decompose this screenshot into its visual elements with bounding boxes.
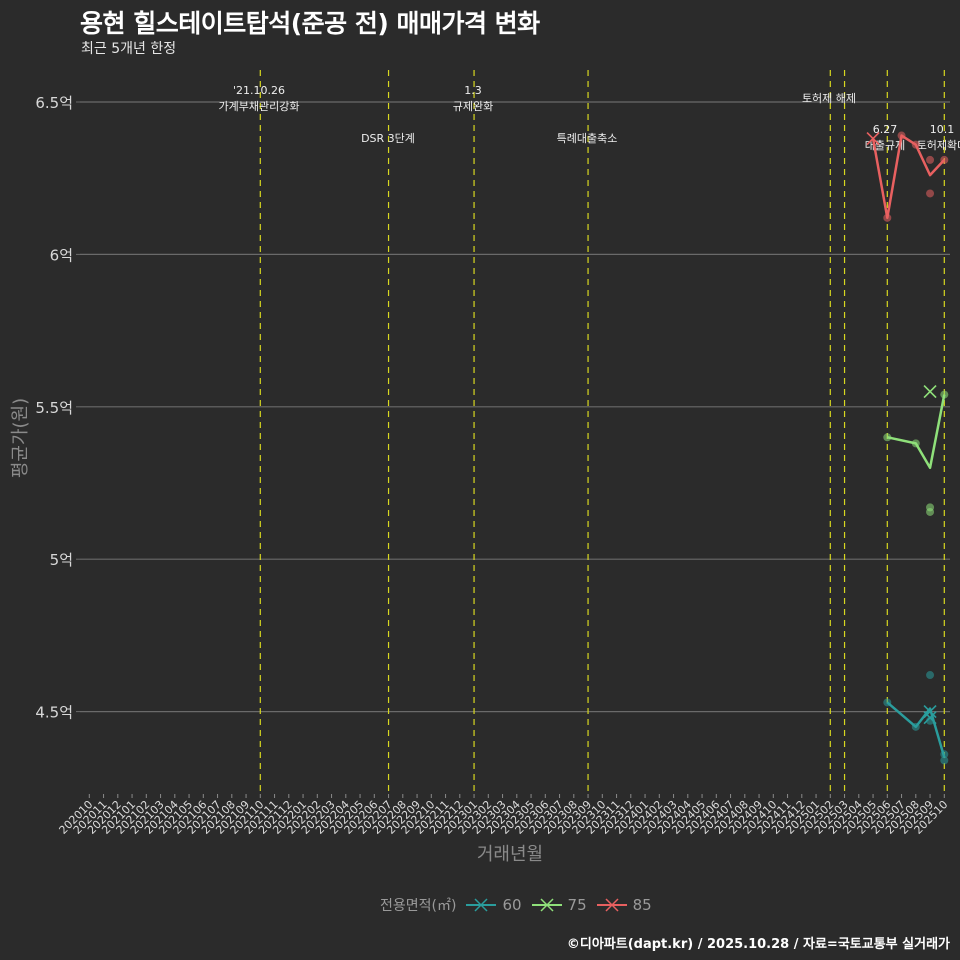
legend-item-75: 75 <box>531 896 587 914</box>
cross-marker <box>923 711 937 725</box>
annotation-label: 규제완화 <box>453 100 493 113</box>
x-axis-title: 거래년월 <box>476 844 544 865</box>
annotation-date: 6.27 <box>873 123 898 136</box>
data-point <box>940 756 949 765</box>
annotation-date: 1.3 <box>464 84 482 97</box>
chart-title: 용현 힐스테이트탑석(준공 전) 매매가격 변화 <box>80 9 540 38</box>
y-axis-title: 평균가(원) <box>10 397 31 479</box>
legend-key-85-icon <box>596 898 627 912</box>
legend-label-75: 75 <box>567 896 587 914</box>
legend-label-60: 60 <box>502 896 522 914</box>
cross-marker <box>923 705 937 719</box>
legend-item-85: 85 <box>596 896 652 914</box>
y-tick-label: 6.5억 <box>35 94 73 112</box>
data-point <box>926 189 935 198</box>
data-point <box>926 155 935 164</box>
annotation-date: '21.10.26 <box>233 84 285 97</box>
annotation-label: DSR 3단계 <box>361 132 415 145</box>
credit-footer: ©디아파트(dapt.kr) / 2025.10.28 / 자료=국토교통부 실… <box>566 937 950 952</box>
annotation-date: 10.1 <box>930 123 955 136</box>
legend-item-60: 60 <box>466 896 522 914</box>
series-line-60 <box>886 701 946 758</box>
y-tick-label: 4.5억 <box>35 704 73 722</box>
y-tick-label: 6억 <box>50 246 73 264</box>
legend-label-85: 85 <box>632 896 652 914</box>
annotation-label: 토허제 해제 <box>802 91 856 105</box>
annotation-label: 가계부채관리강화 <box>219 100 300 113</box>
series-line-85 <box>871 134 946 220</box>
cross-marker <box>923 384 937 399</box>
cross-marker <box>866 132 880 146</box>
data-point <box>926 507 935 516</box>
annotation-label: 특례대출축소 <box>557 132 618 145</box>
legend-key-60-icon <box>466 898 497 912</box>
series-line-75 <box>887 394 946 470</box>
data-point <box>926 671 935 680</box>
legend-title: 전용면적(㎡) <box>380 898 457 914</box>
annotation-label: 토허제확대 <box>917 139 960 152</box>
y-tick-label: 5억 <box>50 551 73 569</box>
chart-subtitle: 최근 5개년 한정 <box>81 41 177 57</box>
y-tick-label: 5.5억 <box>35 399 73 417</box>
legend-key-75-icon <box>531 898 562 912</box>
legend: 전용면적(㎡) 60 75 85 <box>380 895 662 915</box>
